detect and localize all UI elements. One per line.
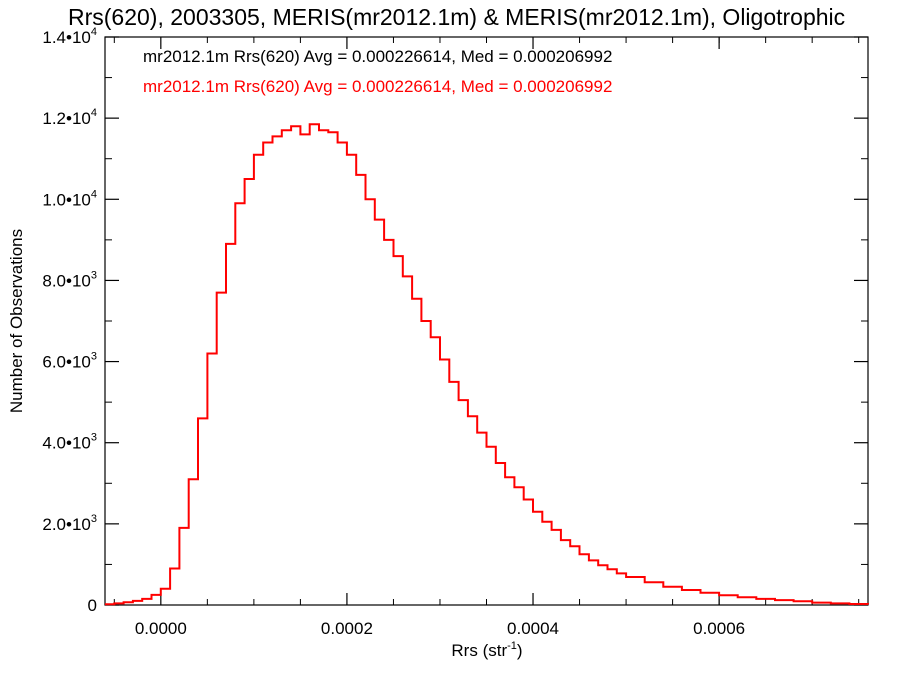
x-axis-label-close: ) (517, 641, 523, 660)
plot-frame (104, 36, 869, 606)
y-tick-label: 6.0•103 (42, 351, 97, 372)
y-tick-label-exp: 4 (91, 188, 97, 200)
series-layer (105, 123, 869, 606)
y-tick-label-exp: 3 (91, 513, 97, 525)
y-tick-label-exp: 4 (91, 26, 97, 38)
y-tick-label: 1.4•104 (42, 26, 97, 47)
y-tick-label-base: 1.2•10 (42, 109, 91, 128)
y-tick-label-exp: 3 (91, 351, 97, 363)
y-tick-label-base: 1.0•10 (42, 190, 91, 209)
x-axis-label-sup: -1 (507, 640, 517, 652)
y-tick-label-base: 4.0•10 (42, 434, 91, 453)
y-tick-label: 0 (88, 596, 97, 615)
y-tick-label: 2.0•103 (42, 513, 97, 534)
y-axis-label: Number of Observations (7, 229, 26, 413)
y-tick-label-base: 8.0•10 (42, 271, 91, 290)
y-tick-label-base: 1.4•10 (42, 28, 91, 47)
y-tick-label-base: 6.0•10 (42, 353, 91, 372)
x-tick-label: 0.0002 (321, 619, 373, 638)
y-tick-label-exp: 4 (91, 107, 97, 119)
x-axis-label: Rrs (str-1) (451, 640, 522, 660)
y-tick-label-base: 0 (88, 596, 97, 615)
histogram-series-line (105, 123, 869, 606)
x-axis-ticks: 0.0000 0.0002 0.0004 0.0006 (113, 37, 860, 638)
y-tick-label-base: 2.0•10 (42, 515, 91, 534)
y-tick-label: 1.0•104 (42, 188, 97, 209)
chart-title: Rrs(620), 2003305, MERIS(mr2012.1m) & ME… (68, 4, 845, 30)
y-tick-label: 8.0•103 (42, 269, 97, 290)
x-tick-label: 0.0004 (507, 619, 559, 638)
annotation-group: mr2012.1m Rrs(620) Avg = 0.000226614, Me… (143, 47, 612, 96)
y-axis-ticks: 02.0•1034.0•1036.0•1038.0•1031.0•1041.2•… (42, 26, 868, 615)
y-tick-label: 4.0•103 (42, 432, 97, 453)
x-axis-label-text: Rrs (str (451, 641, 507, 660)
y-tick-label-exp: 3 (91, 269, 97, 281)
x-tick-label: 0.0006 (693, 619, 745, 638)
annotation-black: mr2012.1m Rrs(620) Avg = 0.000226614, Me… (143, 47, 612, 66)
y-tick-label: 1.2•104 (42, 107, 97, 128)
annotation-red: mr2012.1m Rrs(620) Avg = 0.000226614, Me… (143, 77, 612, 96)
x-tick-label: 0.0000 (135, 619, 187, 638)
y-tick-label-exp: 3 (91, 432, 97, 444)
